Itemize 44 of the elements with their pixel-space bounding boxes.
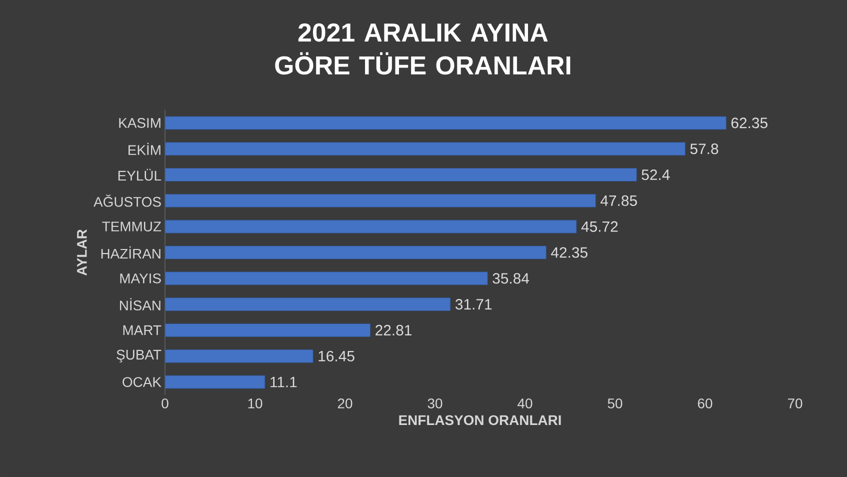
y-axis-title: AYLAR — [77, 229, 87, 276]
x-tick-label: 30 — [428, 398, 442, 408]
y-tick-label: NİSAN — [120, 298, 160, 310]
bar — [164, 298, 451, 312]
y-tick-label: HAZİRAN — [101, 246, 160, 259]
bar — [164, 375, 266, 389]
data-label: 22.81 — [376, 324, 412, 336]
bar — [164, 220, 577, 234]
x-tick-label: 20 — [338, 398, 352, 408]
data-label: 31.71 — [455, 299, 492, 310]
x-tick-label: 70 — [788, 398, 802, 408]
y-tick-label: MAYIS — [120, 273, 161, 284]
x-tick-label: 0 — [162, 398, 168, 408]
data-label: 52.4 — [642, 169, 670, 180]
data-label: 45.72 — [581, 221, 618, 232]
bar — [164, 168, 637, 182]
data-label: 11.1 — [270, 376, 297, 388]
chart-title: 2021 ARALIK AYINA GÖRE TÜFE ORANLARI — [275, 23, 570, 75]
y-tick-label: MART — [123, 325, 162, 336]
y-tick-label: KASIM — [119, 118, 160, 128]
x-tick-label: 50 — [608, 398, 622, 408]
bar — [164, 272, 488, 286]
data-label: 35.84 — [492, 273, 530, 284]
y-tick-label: AĞUSTOS — [94, 194, 161, 207]
x-tick-label: 40 — [518, 398, 532, 408]
y-tick-label: OCAK — [122, 377, 162, 387]
y-tick-label: EYLÜL — [118, 168, 162, 181]
y-tick-label: ŞUBAT — [116, 350, 162, 362]
bar — [164, 246, 546, 260]
bar — [164, 194, 596, 208]
data-label: 62.35 — [731, 118, 768, 128]
y-tick-label: TEMMUZ — [102, 222, 162, 232]
data-label: 16.45 — [318, 350, 354, 362]
x-tick-label: 60 — [698, 398, 712, 408]
y-tick-label: EKİM — [128, 142, 160, 155]
x-axis-title: ENFLASYON ORANLARI — [399, 415, 561, 426]
bar — [164, 349, 314, 363]
data-label: 42.35 — [551, 247, 588, 258]
data-label: 47.85 — [600, 195, 637, 206]
data-label: 57.8 — [690, 144, 718, 154]
x-tick-label: 10 — [248, 398, 262, 408]
bar — [164, 116, 726, 130]
bar — [164, 142, 686, 156]
bar — [164, 324, 370, 337]
